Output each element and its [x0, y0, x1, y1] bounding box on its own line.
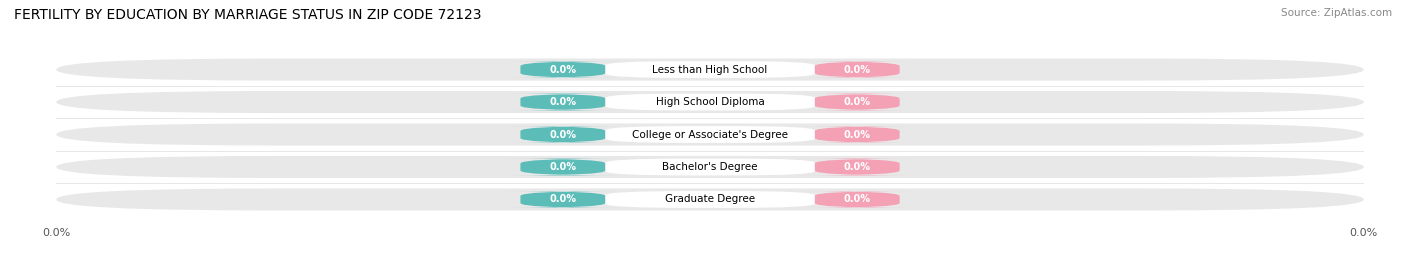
FancyBboxPatch shape	[606, 94, 814, 111]
Text: FERTILITY BY EDUCATION BY MARRIAGE STATUS IN ZIP CODE 72123: FERTILITY BY EDUCATION BY MARRIAGE STATU…	[14, 8, 482, 22]
Text: Graduate Degree: Graduate Degree	[665, 194, 755, 204]
Text: 0.0%: 0.0%	[844, 194, 870, 204]
FancyBboxPatch shape	[508, 126, 619, 143]
FancyBboxPatch shape	[508, 94, 619, 111]
FancyBboxPatch shape	[508, 158, 619, 175]
Text: 0.0%: 0.0%	[550, 129, 576, 140]
Text: Less than High School: Less than High School	[652, 65, 768, 75]
FancyBboxPatch shape	[508, 61, 619, 78]
Text: 0.0%: 0.0%	[550, 65, 576, 75]
FancyBboxPatch shape	[56, 188, 1364, 211]
FancyBboxPatch shape	[606, 191, 814, 208]
Text: 0.0%: 0.0%	[550, 194, 576, 204]
FancyBboxPatch shape	[606, 126, 814, 143]
FancyBboxPatch shape	[606, 61, 814, 78]
FancyBboxPatch shape	[56, 123, 1364, 146]
FancyBboxPatch shape	[56, 58, 1364, 81]
Text: High School Diploma: High School Diploma	[655, 97, 765, 107]
FancyBboxPatch shape	[56, 91, 1364, 113]
FancyBboxPatch shape	[801, 126, 912, 143]
FancyBboxPatch shape	[606, 158, 814, 175]
Text: 0.0%: 0.0%	[844, 162, 870, 172]
Text: Source: ZipAtlas.com: Source: ZipAtlas.com	[1281, 8, 1392, 18]
Text: 0.0%: 0.0%	[550, 162, 576, 172]
FancyBboxPatch shape	[801, 61, 912, 78]
Text: Bachelor's Degree: Bachelor's Degree	[662, 162, 758, 172]
Text: 0.0%: 0.0%	[844, 65, 870, 75]
Text: 0.0%: 0.0%	[550, 97, 576, 107]
Text: 0.0%: 0.0%	[844, 97, 870, 107]
Text: College or Associate's Degree: College or Associate's Degree	[633, 129, 787, 140]
FancyBboxPatch shape	[801, 191, 912, 208]
Text: 0.0%: 0.0%	[844, 129, 870, 140]
FancyBboxPatch shape	[801, 158, 912, 175]
FancyBboxPatch shape	[508, 191, 619, 208]
FancyBboxPatch shape	[56, 156, 1364, 178]
FancyBboxPatch shape	[801, 94, 912, 111]
